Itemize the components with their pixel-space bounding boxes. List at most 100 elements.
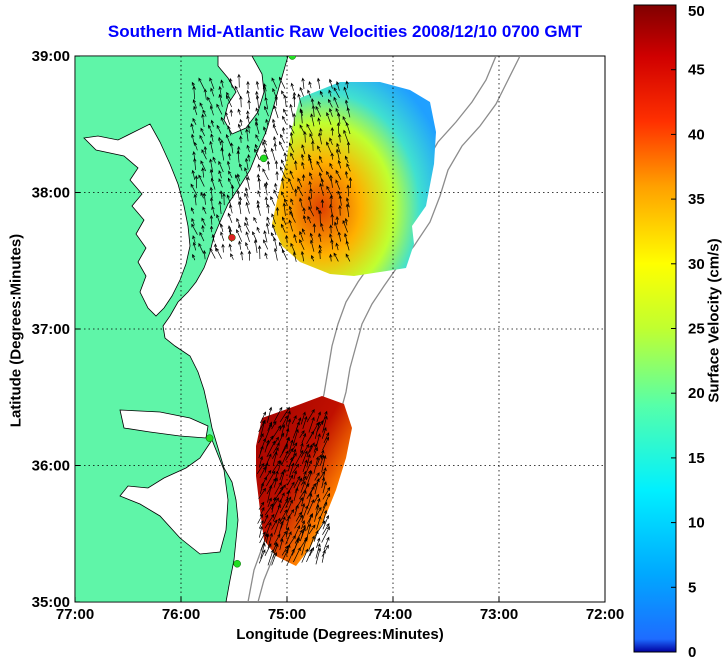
velocity-arrow — [218, 170, 222, 179]
velocity-arrow — [315, 506, 322, 517]
velocity-arrow — [246, 115, 250, 125]
velocity-arrow — [328, 108, 333, 117]
velocity-arrow — [320, 199, 325, 208]
velocity-arrow — [280, 223, 286, 233]
velocity-arrow — [265, 118, 269, 127]
velocity-arrow — [271, 497, 279, 510]
velocity-arrow — [299, 197, 303, 208]
velocity-arrow — [262, 141, 267, 152]
velocity-arrow — [220, 116, 225, 125]
velocity-arrow — [271, 496, 277, 513]
velocity-arrow — [300, 442, 304, 452]
velocity-arrow — [333, 96, 339, 109]
velocity-arrow — [267, 497, 272, 508]
velocity-arrow — [259, 506, 265, 516]
velocity-arrow — [209, 225, 214, 233]
velocity-arrow — [333, 87, 340, 99]
velocity-arrow — [301, 450, 308, 464]
velocity-arrow — [201, 167, 205, 178]
velocity-arrow — [299, 230, 304, 241]
velocity-arrow — [253, 239, 258, 254]
velocity-arrow — [292, 91, 297, 100]
y-tick-label: 39:00 — [32, 48, 70, 65]
velocity-arrow — [258, 501, 265, 510]
y-tick-label: 36:00 — [32, 458, 70, 475]
velocity-arrow — [336, 142, 341, 154]
velocity-arrow — [246, 110, 250, 118]
velocity-arrow — [294, 504, 299, 517]
velocity-arrow — [199, 102, 204, 109]
velocity-arrow — [321, 426, 327, 439]
velocity-arrow — [299, 430, 305, 439]
velocity-arrow — [313, 493, 320, 503]
velocity-arrow — [229, 77, 233, 89]
velocity-arrow — [326, 141, 332, 154]
velocity-arrow — [237, 108, 241, 116]
velocity-arrow — [320, 178, 325, 187]
velocity-arrow — [292, 95, 296, 108]
velocity-arrow — [234, 174, 241, 187]
velocity-arrow — [227, 152, 232, 161]
velocity-arrow — [271, 551, 278, 566]
velocity-arrow — [318, 132, 322, 145]
velocity-arrow — [209, 168, 214, 180]
chesapeake-bay — [83, 123, 191, 317]
velocity-arrow — [293, 233, 297, 243]
velocity-arrow — [202, 249, 207, 260]
velocity-arrow — [246, 144, 250, 153]
velocity-arrow — [330, 152, 334, 160]
velocity-arrow — [289, 103, 294, 118]
velocity-arrow — [314, 421, 321, 439]
colorbar-tick-label: 25 — [688, 321, 705, 338]
velocity-arrow — [266, 440, 276, 458]
velocity-arrow — [329, 162, 333, 170]
x-axis-label: Longitude (Degrees:Minutes) — [236, 626, 444, 643]
velocity-arrow — [274, 486, 284, 502]
velocity-arrow — [267, 484, 273, 503]
velocity-arrow — [306, 513, 313, 531]
velocity-arrow — [312, 447, 318, 458]
velocity-arrow — [283, 152, 287, 162]
colorbar-tick-label: 30 — [688, 256, 705, 273]
velocity-arrow — [342, 219, 348, 233]
velocity-arrow — [255, 80, 260, 90]
velocity-arrow — [316, 206, 321, 215]
velocity-arrow — [218, 200, 222, 215]
velocity-arrow — [190, 183, 198, 196]
velocity-arrow — [278, 520, 284, 536]
velocity-arrow — [288, 142, 295, 153]
velocity-arrow — [220, 79, 224, 88]
velocity-arrow — [247, 99, 251, 110]
velocity-arrow — [338, 204, 342, 216]
velocity-arrow — [285, 531, 292, 545]
velocity-arrow — [313, 456, 320, 474]
velocity-arrow — [289, 124, 295, 134]
velocity-field-north — [272, 82, 436, 276]
velocity-arrow — [294, 514, 304, 529]
velocity-arrow — [230, 184, 235, 199]
velocity-arrow — [299, 527, 306, 542]
velocity-arrow — [279, 415, 288, 431]
velocity-arrow — [209, 77, 215, 90]
velocity-arrow — [279, 141, 285, 152]
velocity-arrow — [281, 126, 286, 135]
velocity-arrow — [300, 153, 305, 161]
velocity-arrow — [299, 124, 305, 134]
velocity-arrow — [319, 182, 324, 196]
velocity-arrow — [315, 105, 322, 117]
velocity-arrow — [266, 216, 270, 225]
velocity-arrow — [330, 127, 334, 136]
velocity-arrow — [315, 547, 322, 565]
velocity-arrow — [267, 549, 274, 566]
velocity-arrow — [191, 169, 196, 180]
velocity-arrow — [310, 254, 315, 262]
velocity-arrow — [273, 105, 279, 119]
velocity-arrow — [274, 160, 279, 170]
velocity-arrow — [209, 214, 214, 225]
velocity-arrow — [333, 252, 339, 262]
velocity-arrow — [273, 237, 278, 250]
velocity-arrow — [254, 143, 259, 152]
velocity-arrow — [255, 134, 260, 142]
velocity-arrow — [259, 525, 263, 538]
velocity-arrow — [264, 513, 275, 529]
